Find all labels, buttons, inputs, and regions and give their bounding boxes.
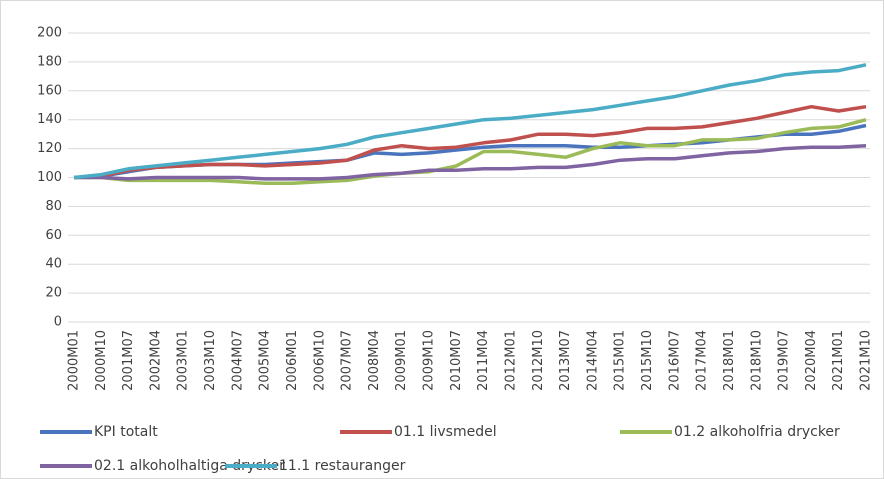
x-tick-label: 2015M01	[613, 330, 628, 391]
y-tick-label: 20	[45, 286, 62, 301]
x-tick-label: 2000M10	[94, 330, 109, 391]
x-tick-label: 2019M07	[777, 330, 792, 391]
x-tick-label: 2018M01	[722, 330, 737, 391]
x-tick-label: 2012M01	[503, 330, 518, 391]
x-tick-label: 2000M01	[67, 330, 82, 391]
x-tick-label: 2014M04	[585, 330, 600, 391]
x-tick-label: 2009M01	[394, 330, 409, 391]
x-tick-label: 2006M10	[312, 330, 327, 391]
legend-label: 11.1 restauranger	[279, 458, 406, 474]
x-tick-label: 2009M10	[422, 330, 437, 391]
series-line	[74, 118, 867, 186]
x-tick-label: 2015M10	[640, 330, 655, 391]
x-tick-label: 2010M07	[449, 330, 464, 391]
x-tick-label: 2003M10	[203, 330, 218, 391]
legend-label: 01.2 alkoholfria drycker	[674, 424, 840, 440]
y-tick-label: 80	[45, 199, 62, 214]
x-tick-label: 2007M07	[340, 330, 355, 391]
series-line	[73, 104, 867, 180]
series-line	[73, 63, 867, 180]
x-tick-label: 2021M01	[831, 330, 846, 391]
x-tick-label: 2013M07	[558, 330, 573, 391]
y-tick-label: 0	[54, 315, 62, 330]
x-tick-label: 2001M07	[121, 330, 136, 391]
x-tick-label: 2002M04	[148, 330, 163, 391]
y-tick-label: 60	[45, 228, 62, 243]
y-tick-label: 120	[37, 141, 62, 156]
series-line	[74, 143, 867, 181]
legend-label: 01.1 livsmedel	[394, 424, 497, 440]
y-tick-label: 100	[37, 170, 62, 185]
x-tick-label: 2012M10	[531, 330, 546, 391]
y-tick-label: 140	[37, 112, 62, 127]
legend-label: KPI totalt	[94, 424, 158, 440]
x-tick-label: 2008M04	[367, 330, 382, 391]
x-tick-label: 2003M01	[176, 330, 191, 391]
y-tick-label: 40	[45, 257, 62, 272]
y-tick-label: 200	[37, 26, 62, 41]
x-tick-label: 2020M04	[804, 330, 819, 391]
x-tick-label: 2005M04	[258, 330, 273, 391]
x-tick-label: 2016M07	[667, 330, 682, 391]
y-tick-label: 160	[37, 83, 62, 98]
x-tick-label: 2021M10	[859, 330, 874, 391]
x-tick-label: 2018M10	[749, 330, 764, 391]
legend-label: 02.1 alkoholhaltiga drycker	[94, 458, 285, 474]
y-tick-label: 180	[37, 54, 62, 69]
x-tick-label: 2017M04	[695, 330, 710, 391]
x-tick-label: 2011M04	[476, 330, 491, 391]
x-tick-label: 2006M01	[285, 330, 300, 391]
x-tick-label: 2004M07	[230, 330, 245, 391]
